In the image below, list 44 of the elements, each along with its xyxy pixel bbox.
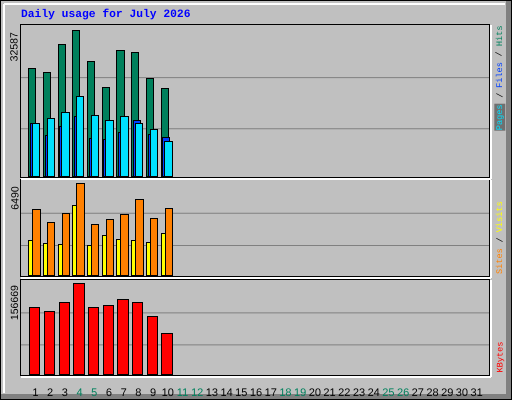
x-tick-label: 22 — [338, 387, 350, 400]
x-tick-label: 23 — [352, 387, 366, 400]
x-tick-label: 31 — [470, 387, 483, 400]
text: / — [494, 51, 505, 56]
chart-title: Daily usage for July 2026 — [21, 8, 191, 21]
text: Sites — [495, 248, 505, 274]
x-tick-label: 3 — [62, 387, 68, 400]
x-tick-label: 18 — [279, 387, 292, 400]
x-tick-label: 4 — [76, 387, 83, 400]
text: 156669 — [8, 284, 21, 320]
text: Visits — [494, 201, 505, 232]
x-tick-label: 21 — [323, 387, 336, 400]
x-tick-label: 2 — [47, 387, 54, 400]
x-tick-label: 25 — [382, 387, 395, 400]
x-tick-label: 30 — [456, 387, 468, 400]
text: / — [495, 237, 506, 243]
x-tick-label: 27 — [412, 387, 424, 400]
x-tick-label: 28 — [426, 387, 439, 400]
x-tick-label: 10 — [162, 387, 174, 400]
x-tick-label: 7 — [120, 387, 127, 400]
x-tick-label: 14 — [220, 387, 233, 400]
text: / — [495, 92, 506, 98]
x-tick-label: 12 — [191, 387, 204, 400]
annotation: 6490 — [9, 186, 22, 210]
x-tick-label: 19 — [294, 387, 306, 400]
annotation: 32587 — [8, 32, 21, 62]
x-tick-label: 8 — [135, 387, 142, 400]
text: Files — [495, 62, 506, 88]
x-tick-label: 6 — [106, 387, 112, 400]
text: Hits — [494, 26, 505, 46]
x-tick-label: 20 — [308, 387, 321, 400]
x-tick-label: 29 — [441, 387, 454, 400]
x-tick-label: 11 — [176, 387, 188, 400]
x-tick-label: 13 — [206, 387, 218, 400]
x-tick-label: 24 — [368, 387, 380, 400]
x-tick-label: 9 — [150, 387, 156, 400]
x-tick-label: 1 — [32, 387, 38, 400]
x-tick-label: 16 — [250, 387, 262, 400]
x-tick-label: 15 — [235, 387, 248, 400]
x-tick-label: 26 — [396, 387, 410, 400]
x-tick-label: 17 — [264, 387, 277, 400]
x-tick-label: 5 — [91, 387, 98, 400]
text: Pages — [494, 104, 505, 130]
text: KBytes — [496, 342, 506, 372]
